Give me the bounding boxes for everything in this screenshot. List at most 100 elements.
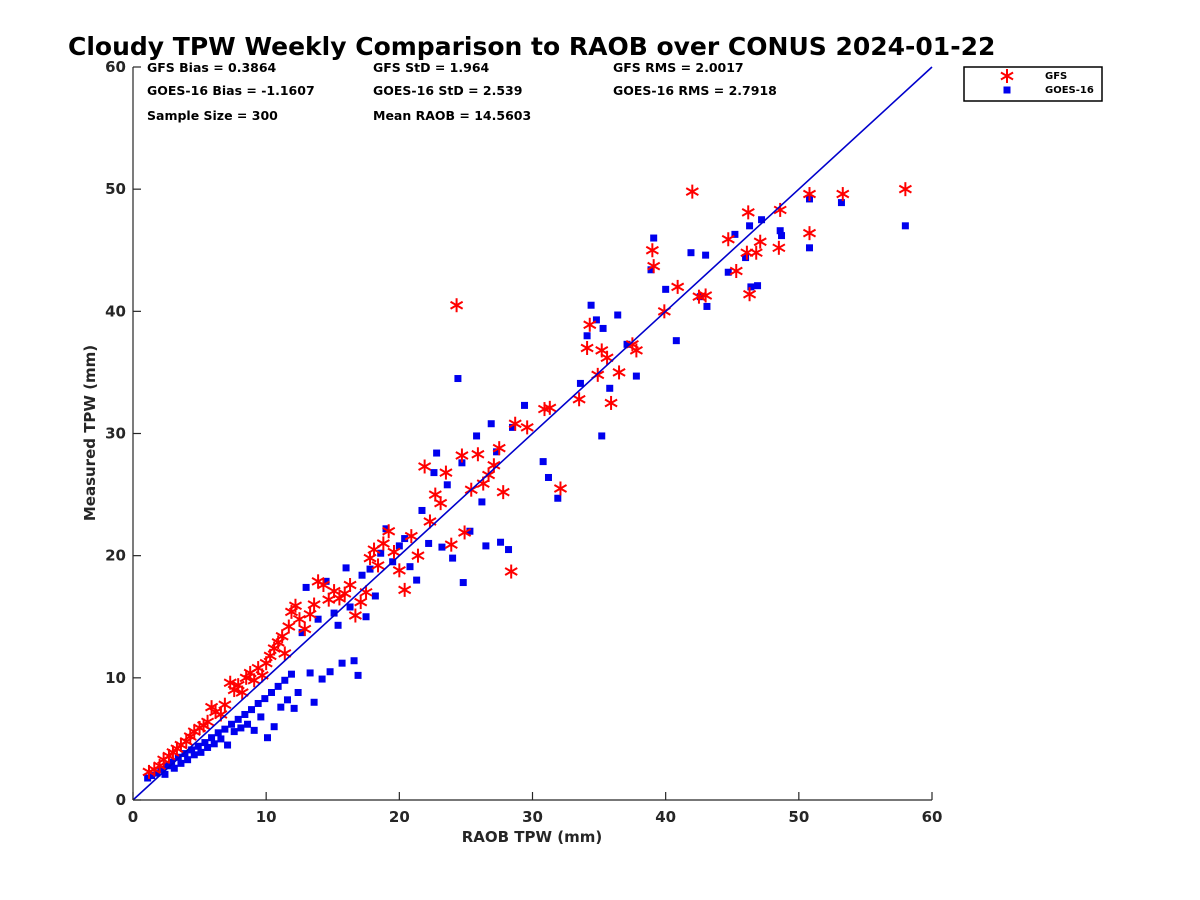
goes-16-point bbox=[287, 670, 295, 678]
gfs-point bbox=[685, 184, 699, 199]
stat-text: Mean RAOB = 14.5603 bbox=[373, 108, 531, 123]
y-tick-label: 30 bbox=[105, 425, 126, 443]
goes-16-point bbox=[270, 723, 278, 731]
goes-16-point bbox=[237, 724, 245, 732]
gfs-point bbox=[455, 448, 469, 463]
goes-16-point bbox=[224, 741, 232, 749]
goes-16-point bbox=[177, 759, 185, 767]
goes-16-point bbox=[418, 506, 426, 514]
goes-16-point bbox=[662, 285, 670, 293]
y-tick-label: 50 bbox=[105, 180, 126, 198]
goes-16-point bbox=[702, 251, 710, 259]
gfs-point bbox=[836, 187, 850, 202]
goes-16-point bbox=[244, 720, 252, 728]
y-tick-label: 40 bbox=[105, 302, 126, 320]
goes-16-point bbox=[650, 234, 658, 242]
gfs-point bbox=[753, 234, 767, 249]
gfs-point bbox=[600, 350, 614, 365]
legend: GFS GOES-16 bbox=[963, 66, 1103, 102]
goes-16-point bbox=[746, 222, 754, 230]
goes-16-point bbox=[482, 542, 490, 550]
goes-16-point bbox=[318, 675, 326, 683]
legend-goes-16-marker bbox=[1003, 86, 1011, 94]
goes-16-point bbox=[742, 254, 750, 262]
goes-16-point bbox=[161, 770, 169, 778]
gfs-point bbox=[411, 548, 425, 563]
gfs-point bbox=[354, 595, 368, 610]
goes-16-point bbox=[204, 743, 212, 751]
x-tick-label: 50 bbox=[788, 808, 809, 826]
goes-16-point bbox=[377, 549, 385, 557]
gfs-point bbox=[398, 582, 412, 597]
goes-16-point bbox=[776, 227, 784, 235]
goes-16-point bbox=[487, 420, 495, 428]
goes-16-point bbox=[234, 715, 242, 723]
one-to-one-line bbox=[132, 66, 933, 801]
stat-text: GOES-16 RMS = 2.7918 bbox=[613, 83, 777, 98]
gfs-point bbox=[218, 697, 232, 712]
goes-16-point bbox=[174, 753, 182, 761]
goes-16-point bbox=[473, 432, 481, 440]
goes-16-point bbox=[197, 748, 205, 756]
goes-16-point bbox=[358, 571, 366, 579]
goes-16-point bbox=[294, 688, 302, 696]
stat-text: GFS Bias = 0.3864 bbox=[147, 60, 277, 75]
goes-16-point bbox=[334, 621, 342, 629]
gfs-point bbox=[439, 465, 453, 480]
goes-16-point bbox=[164, 762, 172, 770]
goes-16-point bbox=[283, 696, 291, 704]
goes-16-point bbox=[505, 546, 513, 554]
x-tick-label: 10 bbox=[256, 808, 277, 826]
goes-16-point bbox=[754, 282, 762, 290]
y-tick-label: 60 bbox=[105, 58, 126, 76]
goes-16-point bbox=[592, 316, 600, 324]
gfs-point bbox=[376, 536, 390, 551]
y-axis-label: Measured TPW (mm) bbox=[81, 345, 99, 521]
x-tick-label: 0 bbox=[128, 808, 138, 826]
gfs-point bbox=[404, 529, 418, 544]
gfs-point bbox=[699, 288, 713, 303]
goes-16-point bbox=[371, 592, 379, 600]
goes-16-point bbox=[587, 301, 595, 309]
gfs-point bbox=[471, 447, 485, 462]
goes-16-point bbox=[454, 375, 462, 383]
goes-16-point bbox=[221, 725, 229, 733]
gfs-point bbox=[742, 287, 757, 302]
goes-16-point bbox=[263, 734, 271, 742]
gfs-point bbox=[359, 585, 373, 600]
goes-16-point bbox=[554, 494, 562, 502]
gfs-point bbox=[749, 245, 763, 260]
axes: 0 10 20 30 40 50 60 0 10 20 30 40 50 60 bbox=[105, 58, 942, 826]
gfs-point bbox=[458, 525, 472, 540]
goes-16-point bbox=[459, 579, 467, 587]
gfs-point bbox=[583, 317, 597, 332]
goes-16-point bbox=[758, 216, 766, 224]
gfs-point bbox=[434, 496, 448, 511]
x-tick-label: 60 bbox=[922, 808, 943, 826]
gfs-point bbox=[629, 343, 643, 358]
gfs-point bbox=[671, 279, 685, 294]
goes-16-point bbox=[623, 340, 631, 348]
gfs-point bbox=[332, 591, 346, 606]
goes-16-point bbox=[413, 576, 421, 584]
goes-16-point bbox=[778, 232, 786, 240]
goes-16-point bbox=[350, 657, 358, 665]
goes-16-point bbox=[672, 337, 680, 345]
gfs-point bbox=[520, 420, 534, 435]
goes-16-point bbox=[338, 659, 346, 667]
goes-16-point bbox=[509, 423, 517, 431]
goes-16-point bbox=[576, 379, 584, 387]
gfs-point bbox=[612, 365, 626, 380]
goes-16-point bbox=[901, 222, 909, 230]
goes-16-point bbox=[703, 302, 711, 310]
legend-gfs-marker bbox=[1000, 69, 1014, 83]
goes-16-point bbox=[401, 535, 409, 543]
goes-16-point bbox=[632, 372, 640, 380]
gfs-point bbox=[348, 608, 362, 623]
goes-16-point bbox=[493, 448, 501, 456]
gfs-point bbox=[543, 400, 557, 415]
goes-16-point bbox=[449, 554, 457, 562]
gfs-point bbox=[423, 514, 437, 529]
goes-16-point bbox=[687, 249, 695, 257]
goes-16-point bbox=[144, 774, 152, 782]
